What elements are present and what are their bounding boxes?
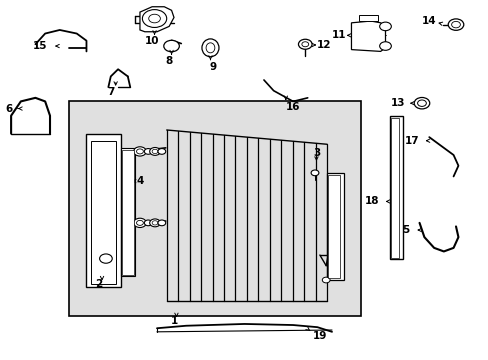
Circle shape <box>310 170 318 176</box>
Text: 10: 10 <box>144 36 159 46</box>
Circle shape <box>158 149 165 154</box>
Bar <box>122 150 133 275</box>
Polygon shape <box>351 21 385 51</box>
Circle shape <box>417 100 426 107</box>
Text: 7: 7 <box>107 87 114 98</box>
Circle shape <box>144 220 152 226</box>
Circle shape <box>301 42 308 47</box>
Text: 8: 8 <box>165 57 172 66</box>
Circle shape <box>133 147 146 156</box>
Circle shape <box>148 14 160 23</box>
Circle shape <box>142 10 166 27</box>
Circle shape <box>451 21 459 28</box>
Bar <box>327 175 340 278</box>
Circle shape <box>149 219 160 227</box>
Circle shape <box>133 218 146 228</box>
Text: 11: 11 <box>331 30 346 40</box>
Circle shape <box>298 39 311 49</box>
Bar <box>91 141 116 284</box>
Text: 4: 4 <box>136 176 143 186</box>
Circle shape <box>322 277 329 283</box>
Text: 2: 2 <box>95 279 102 289</box>
Circle shape <box>100 254 112 263</box>
Circle shape <box>136 149 143 154</box>
Circle shape <box>379 42 390 50</box>
Ellipse shape <box>205 43 214 53</box>
Polygon shape <box>140 7 174 32</box>
Circle shape <box>379 22 390 31</box>
Bar <box>86 134 120 287</box>
Text: 19: 19 <box>312 331 326 341</box>
Bar <box>389 116 402 258</box>
Text: 13: 13 <box>389 98 404 108</box>
Text: 14: 14 <box>421 17 436 26</box>
Circle shape <box>149 148 160 156</box>
Text: 3: 3 <box>312 148 320 158</box>
Bar <box>120 148 135 276</box>
Circle shape <box>152 149 158 154</box>
Text: 15: 15 <box>33 41 47 51</box>
Text: 1: 1 <box>170 316 177 326</box>
Bar <box>69 102 361 316</box>
Ellipse shape <box>202 39 219 57</box>
Text: 17: 17 <box>404 136 419 146</box>
Bar <box>390 118 398 257</box>
Text: 9: 9 <box>209 62 216 72</box>
Text: 6: 6 <box>5 104 12 113</box>
Circle shape <box>158 220 165 226</box>
Bar <box>326 173 344 280</box>
Circle shape <box>163 40 179 52</box>
Circle shape <box>136 220 143 225</box>
Circle shape <box>413 98 429 109</box>
Circle shape <box>152 221 158 225</box>
Text: 5: 5 <box>402 225 409 235</box>
Text: 16: 16 <box>285 102 300 112</box>
Bar <box>358 15 377 21</box>
Circle shape <box>447 19 463 30</box>
Text: 18: 18 <box>365 197 379 206</box>
Text: 12: 12 <box>316 40 330 50</box>
Circle shape <box>144 149 152 154</box>
